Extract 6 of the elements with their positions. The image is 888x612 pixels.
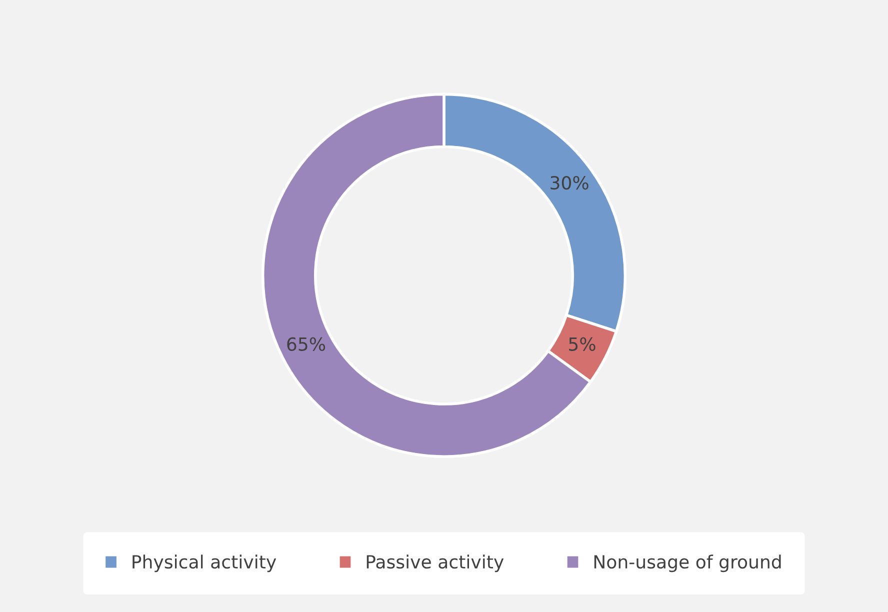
data-label: 65%: [287, 337, 326, 351]
legend-label: Passive activity: [366, 554, 504, 572]
data-label: 5%: [569, 337, 596, 351]
legend-label: Physical activity: [132, 554, 276, 572]
legend-label: Non-usage of ground: [594, 554, 781, 572]
data-label: 30%: [550, 176, 588, 190]
